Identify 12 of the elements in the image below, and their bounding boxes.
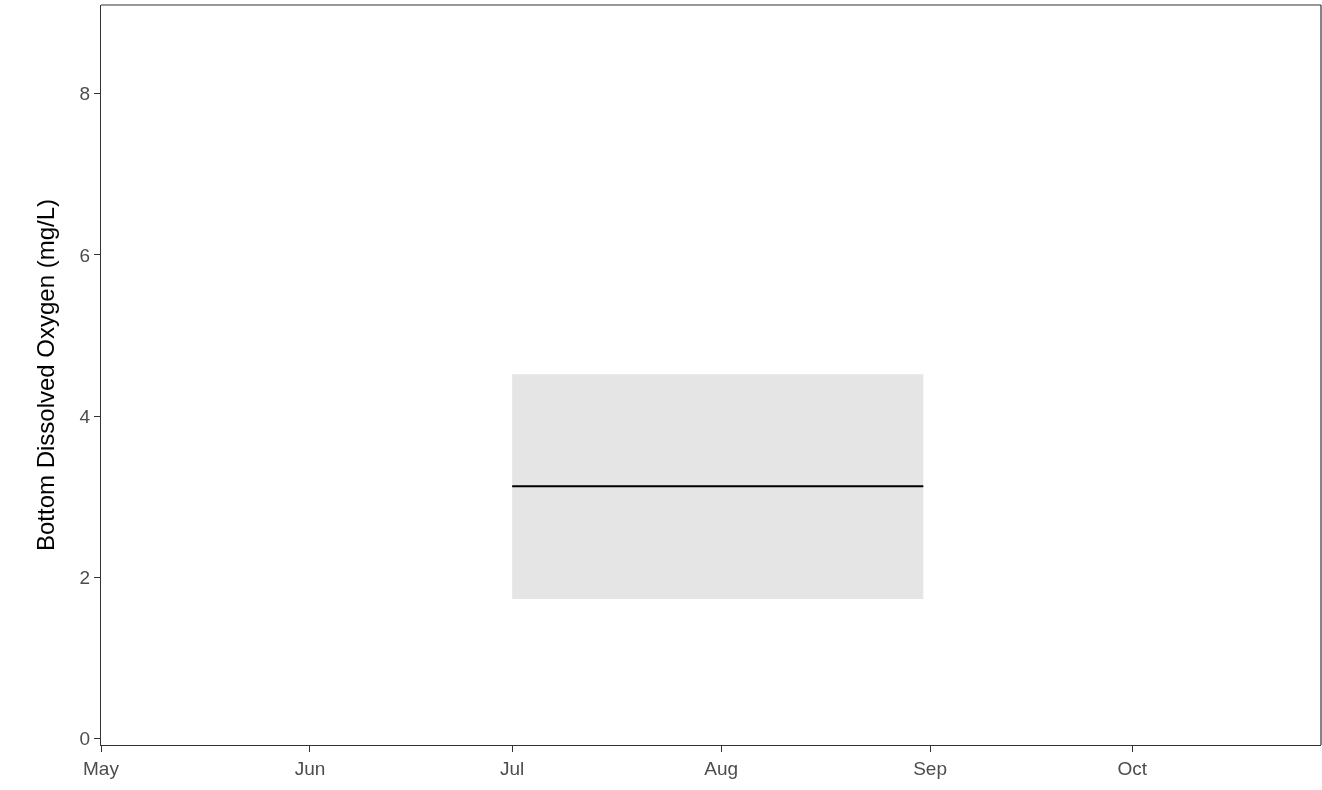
y-axis-title: Bottom Dissolved Oxygen (mg/L) [31,198,59,552]
x-tick-label: Jun [294,757,326,779]
y-tick-label: 0 [79,728,91,750]
y-tick-label: 6 [79,244,91,266]
x-tick-label: Sep [913,757,947,779]
x-tick-label: May [83,757,120,779]
y-tick-label: 8 [79,83,91,105]
y-tick-label: 4 [79,405,91,427]
x-tick-label: Jul [500,757,525,779]
x-tick-label: Oct [1117,757,1148,779]
y-tick-label: 2 [79,566,91,588]
x-tick-label: Aug [704,757,739,779]
